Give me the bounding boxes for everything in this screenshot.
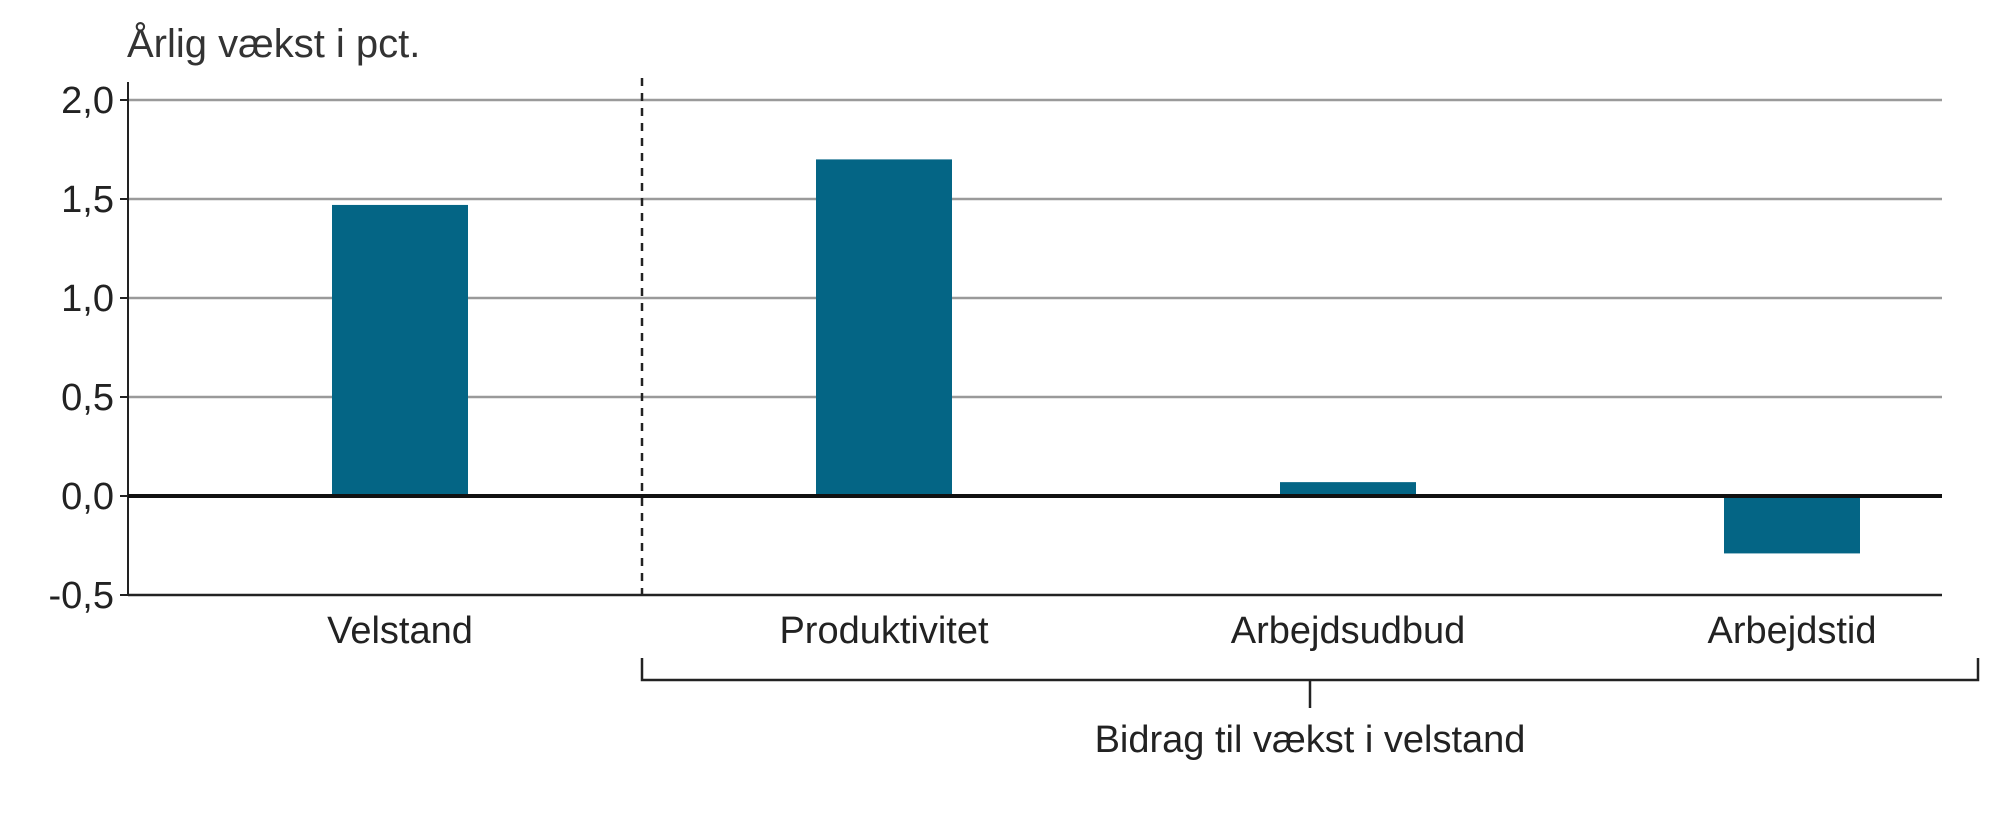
group-bracket-label: Bidrag til vækst i velstand xyxy=(1095,719,1526,761)
bar xyxy=(1724,496,1860,554)
y-axis-unit-label: Årlig vækst i pct. xyxy=(127,21,420,66)
category-label: Arbejdsudbud xyxy=(1231,610,1466,652)
group-bracket xyxy=(640,658,1980,708)
category-label: Velstand xyxy=(327,610,473,652)
category-labels: Velstand Produktivitet Arbejdsudbud Arbejds… xyxy=(327,610,1876,652)
y-tick-label: 2,0 xyxy=(61,80,114,122)
axes xyxy=(127,78,1942,597)
y-tick-label: 1,5 xyxy=(61,179,114,221)
y-tick-label: -0,5 xyxy=(49,575,114,617)
bar xyxy=(1280,482,1416,496)
y-tick-label: 0,0 xyxy=(61,476,114,518)
category-label: Arbejdstid xyxy=(1708,610,1877,652)
bar xyxy=(332,204,468,496)
y-axis-ticks: 2,0 1,5 1,0 0,5 0,0 -0,5 xyxy=(49,80,128,617)
bars xyxy=(332,159,1860,554)
bracket-line xyxy=(640,658,1980,682)
y-tick-label: 0,5 xyxy=(61,377,114,419)
category-label: Produktivitet xyxy=(779,610,989,652)
bar xyxy=(816,159,952,496)
y-tick-label: 1,0 xyxy=(61,278,114,320)
